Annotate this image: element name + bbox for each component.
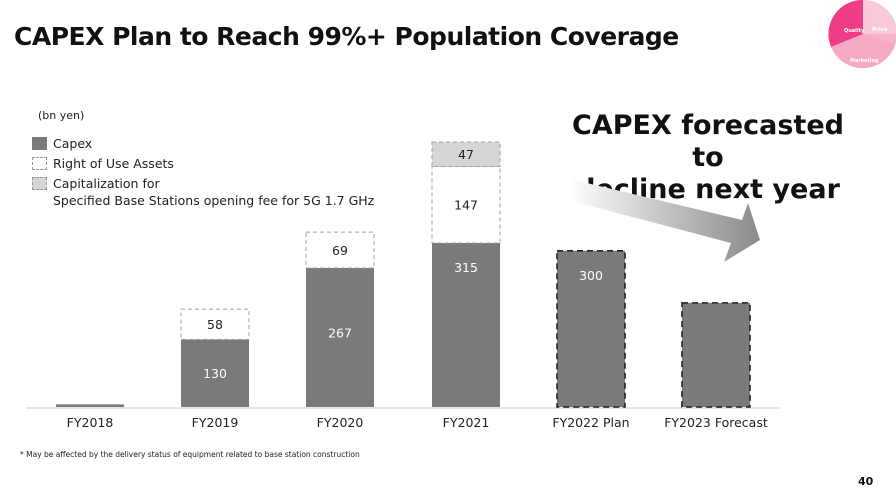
logo-quality-label: Quality [844,28,865,34]
x-tick-label-1: FY2019 [192,415,239,430]
page-number: 40 [858,475,874,488]
data-label-right-of-use-2: 69 [332,243,348,258]
data-label-right-of-use-3: 147 [454,198,478,213]
page-title: CAPEX Plan to Reach 99%+ Population Cove… [14,22,679,51]
bar-capex-0 [56,404,124,407]
forecast-callout-line1: CAPEX forecasted to [572,110,844,173]
legend-label-capitalization-line2: Specified Base Stations opening fee for … [53,193,375,208]
x-tick-label-5: FY2023 Forecast [664,415,768,430]
chart-legend: Capex Right of Use Assets Capitalization… [32,135,374,212]
legend-swatch-capex [32,137,47,150]
bar-right-of-use-1 [180,308,250,340]
forecast-callout: CAPEX forecasted to decline next year [560,110,856,206]
legend-item-capex: Capex [32,135,374,152]
x-tick-label-3: FY2021 [443,415,490,430]
x-tick-label-2: FY2020 [317,415,364,430]
footnote: * May be affected by the delivery status… [20,450,360,459]
legend-swatch-capitalization [32,177,47,190]
data-label-capex-3: 315 [454,260,478,275]
bar-capitalization-3 [431,141,501,167]
data-label-right-of-use-1: 58 [207,317,223,332]
bar-capex-2 [306,267,374,407]
data-label-capex-4: 300 [579,268,603,283]
data-label-capitalization-3: 47 [458,147,474,162]
x-tick-label-4: FY2022 Plan [552,415,629,430]
legend-label-capitalization-line1: Capitalization for [53,176,160,191]
legend-item-capitalization: Capitalization for Specified Base Statio… [32,175,374,209]
legend-swatch-right-of-use [32,157,47,170]
logo-price-label: Price [872,27,888,33]
data-label-capex-1: 130 [203,366,227,381]
bar-right-of-use-2 [305,231,375,269]
legend-item-right-of-use: Right of Use Assets [32,155,374,172]
data-label-capex-2: 267 [328,325,352,340]
logo-marketing-label: Marketing [850,58,879,64]
bar-capex-3 [432,243,500,407]
legend-label-capex: Capex [53,136,93,151]
unit-label: (bn yen) [38,109,85,122]
bar-capex-4 [556,250,626,408]
legend-label-right-of-use: Right of Use Assets [53,156,174,171]
bar-right-of-use-3 [431,165,501,244]
legend-label-capitalization: Capitalization for Specified Base Statio… [53,175,374,209]
bar-capex-1 [181,339,249,407]
x-tick-label-0: FY2018 [67,415,114,430]
decline-arrow-icon [568,180,760,262]
bar-capex-5 [681,302,751,408]
segment-logo: Quality Price Marketing [828,0,896,69]
